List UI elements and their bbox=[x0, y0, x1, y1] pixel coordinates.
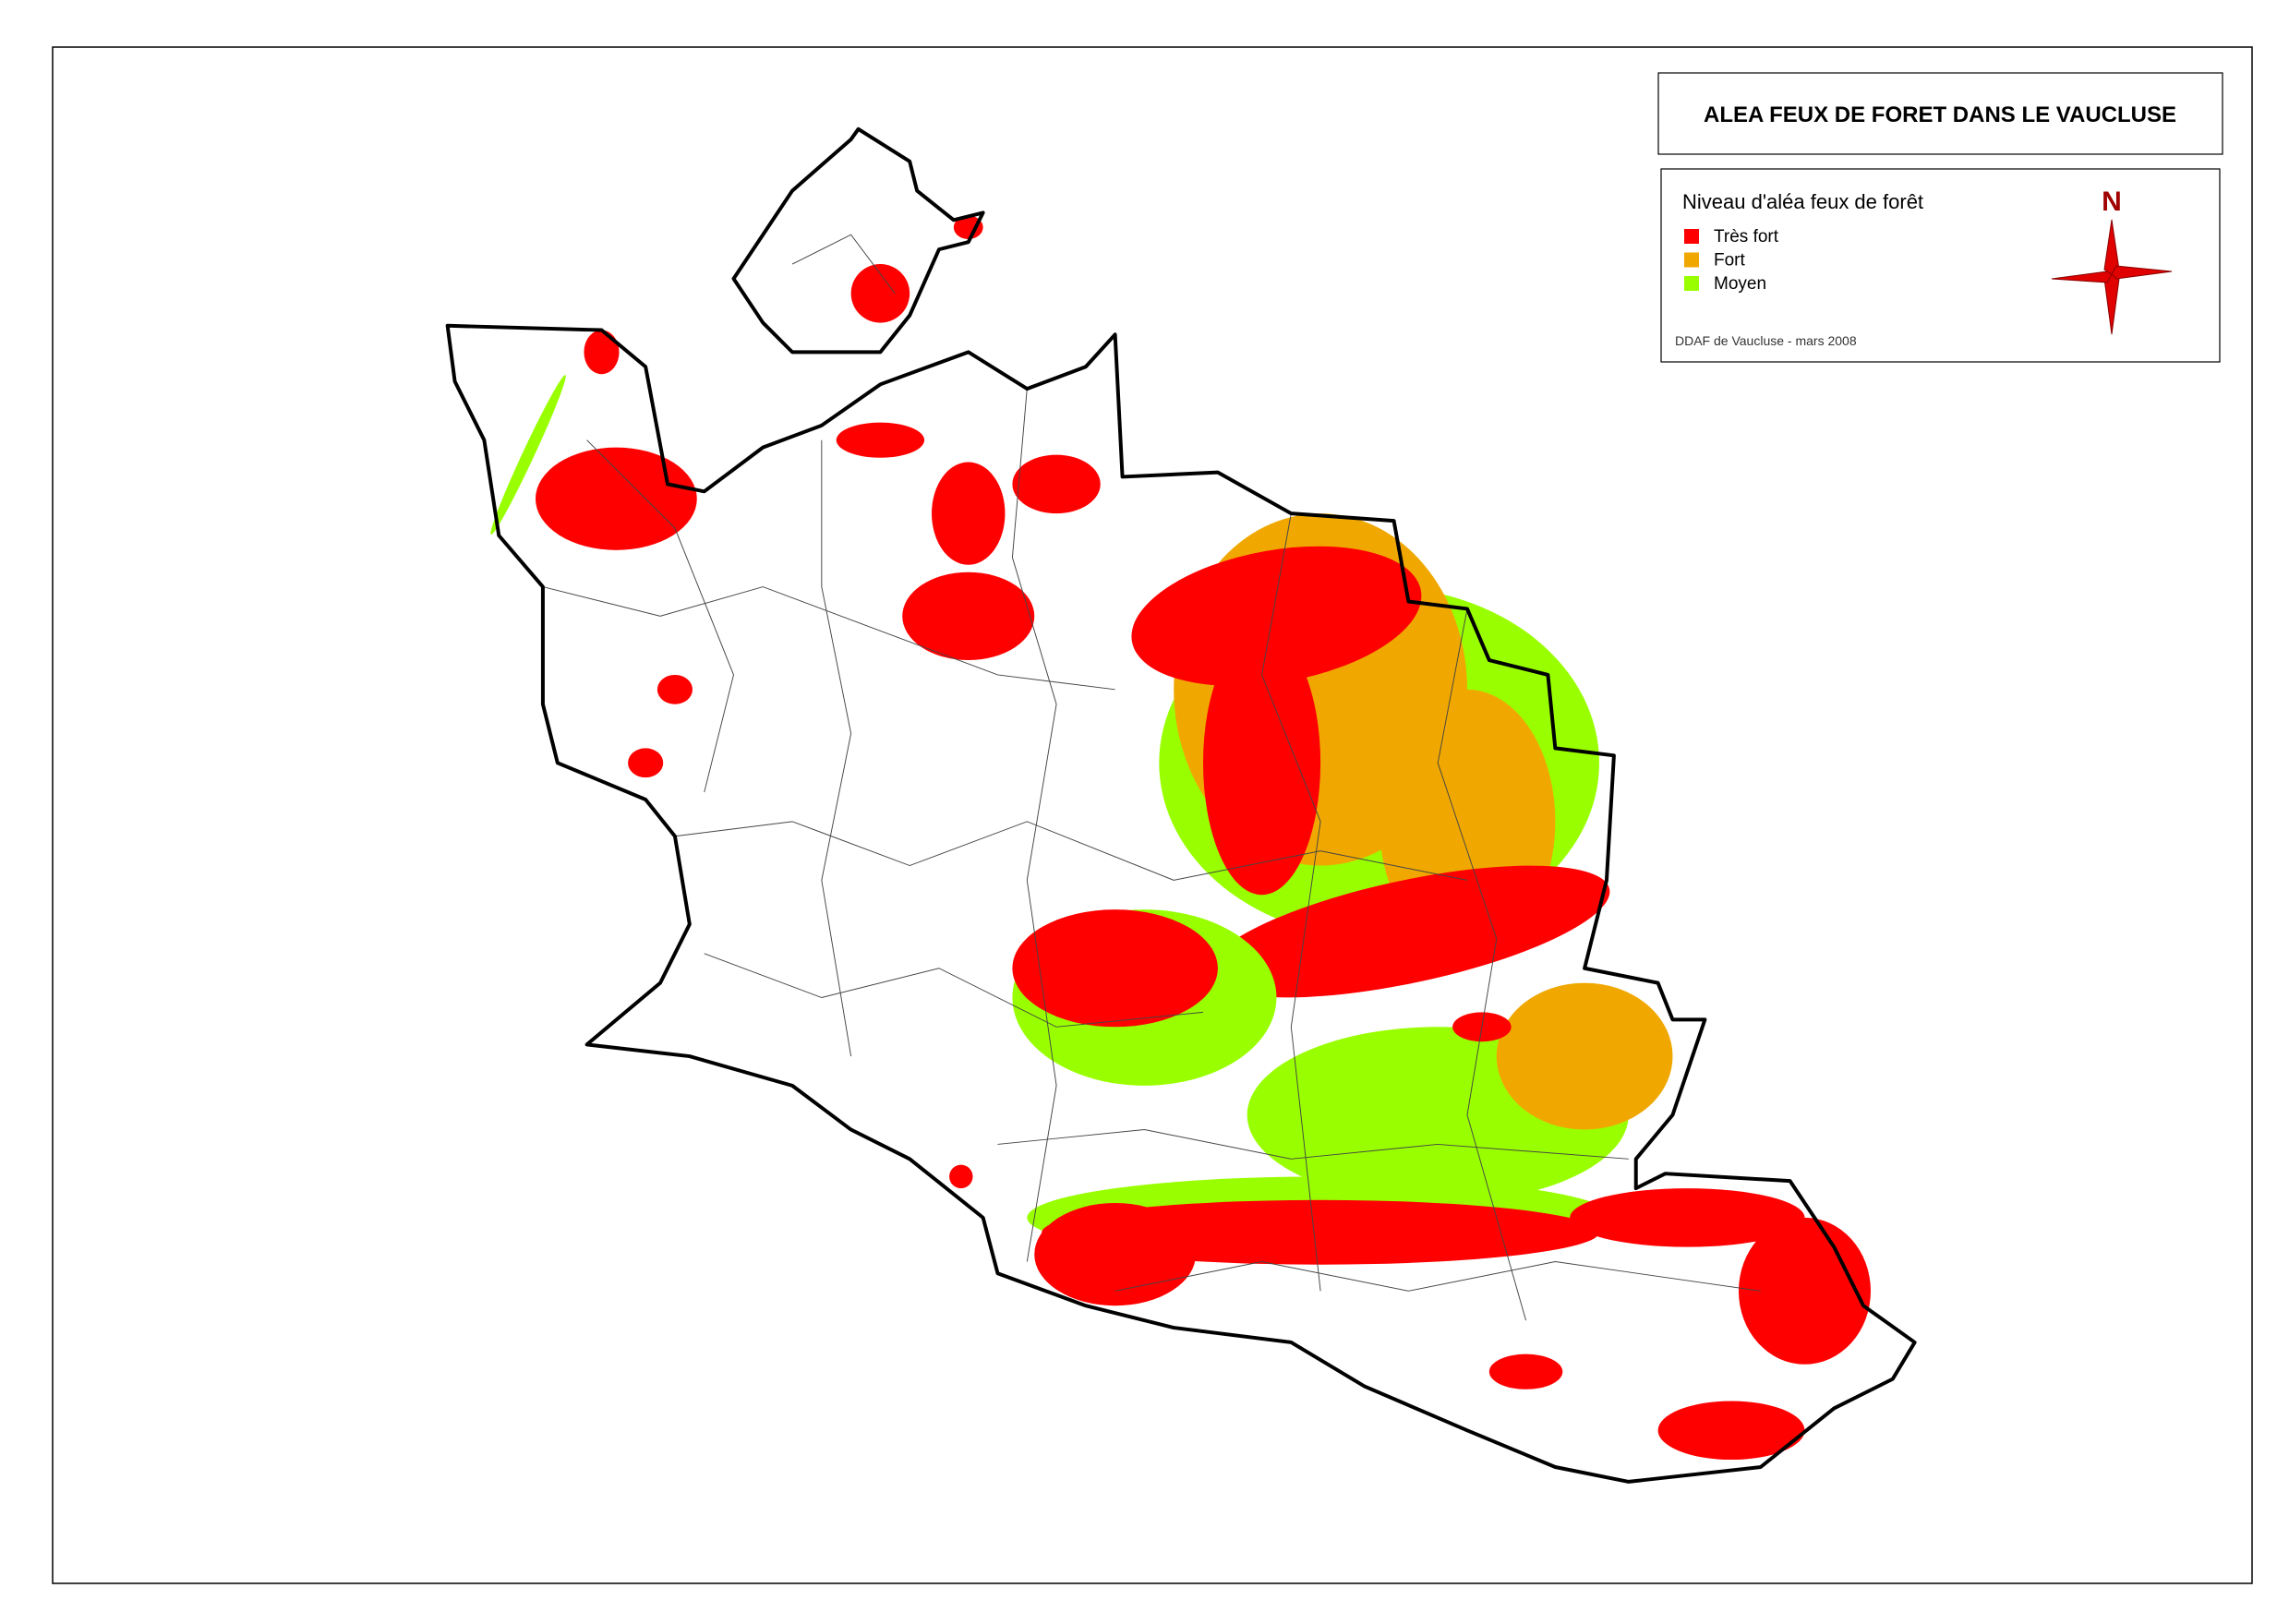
department-outline bbox=[445, 323, 1917, 1484]
hazard-area bbox=[1657, 1401, 1805, 1461]
map bbox=[445, 126, 1917, 1484]
legend-label: Moyen bbox=[1714, 274, 1766, 294]
hazard-area bbox=[836, 422, 925, 458]
hazard-area bbox=[1012, 909, 1218, 1028]
hazard-area bbox=[850, 264, 910, 323]
hazard-area bbox=[1488, 1353, 1563, 1389]
source-note: DDAF de Vaucluse - mars 2008 bbox=[1675, 333, 1857, 348]
hazard-area bbox=[953, 215, 983, 240]
enclave-outline bbox=[731, 126, 985, 355]
hazard-area bbox=[1034, 1202, 1197, 1306]
hazard-area bbox=[657, 674, 693, 704]
hazard-area bbox=[584, 330, 620, 375]
north-label: N bbox=[2102, 186, 2122, 217]
arrow-e bbox=[2111, 265, 2173, 280]
legend-title: Niveau d'aléa feux de forêt bbox=[1682, 190, 1923, 213]
hazard-areas bbox=[490, 215, 1871, 1461]
title-box bbox=[1657, 72, 2223, 155]
hazard-area bbox=[949, 1164, 973, 1189]
hazard-area bbox=[628, 748, 664, 778]
legend-swatch bbox=[1684, 229, 1699, 244]
legend-box bbox=[1660, 168, 2221, 363]
map-title: ALEA FEUX DE FORET DANS LE VAUCLUSE bbox=[1704, 102, 2176, 127]
legend-label: Fort bbox=[1714, 251, 1746, 271]
hazard-area bbox=[902, 571, 1035, 661]
legend-label: Très fort bbox=[1714, 227, 1779, 247]
legend-swatch bbox=[1684, 276, 1699, 291]
hazard-area bbox=[1570, 1188, 1805, 1247]
hazard-area bbox=[535, 447, 697, 550]
hazard-area bbox=[1207, 865, 1610, 998]
hazard-area bbox=[932, 462, 1006, 565]
hazard-area bbox=[1012, 454, 1101, 514]
hazard-area bbox=[1202, 631, 1321, 896]
legend-swatch bbox=[1684, 252, 1699, 268]
hazard-area bbox=[1496, 982, 1673, 1130]
hazard-area bbox=[1131, 546, 1422, 687]
north-arrow: N bbox=[2051, 186, 2173, 335]
legend-items: Très fort Fort Moyen bbox=[1684, 227, 1779, 294]
hazard-area bbox=[490, 375, 566, 535]
commune-boundaries bbox=[542, 234, 1761, 1321]
